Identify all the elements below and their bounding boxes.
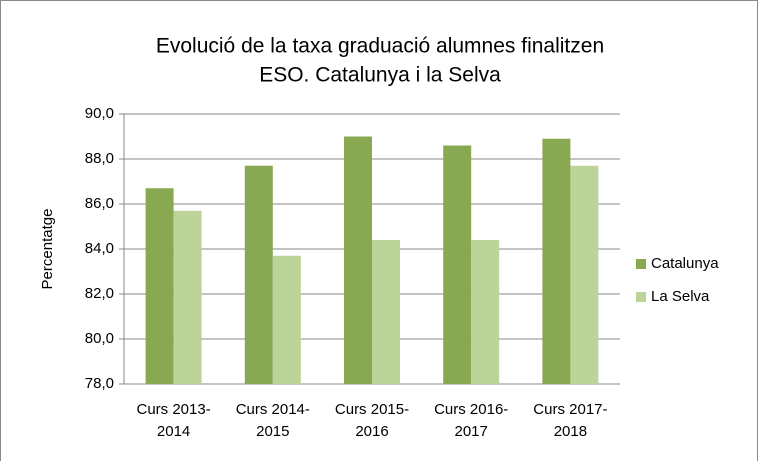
bar [570, 165, 599, 384]
x-tick-label: 2016 [355, 423, 388, 440]
bar [471, 240, 500, 384]
bar [173, 210, 202, 384]
x-tick-label: Curs 2013- [136, 401, 210, 418]
bar [244, 165, 273, 384]
x-tick-label: 2015 [256, 423, 289, 440]
y-tick-label: 80,0 [85, 330, 114, 347]
x-tick-label: Curs 2017- [533, 401, 607, 418]
x-tick-label: Curs 2015- [335, 401, 409, 418]
y-tick-label: 82,0 [85, 285, 114, 302]
y-tick-label: 86,0 [85, 195, 114, 212]
y-tick-label: 88,0 [85, 150, 114, 167]
y-tick-label: 90,0 [85, 105, 114, 122]
legend-swatch [636, 259, 646, 269]
x-tick-label: 2018 [554, 423, 587, 440]
bar [272, 255, 301, 384]
x-tick-label: Curs 2016- [434, 401, 508, 418]
x-tick-label: 2017 [455, 423, 488, 440]
bar [344, 136, 372, 384]
y-axis-label: Percentatge [39, 209, 56, 290]
y-tick-label: 78,0 [85, 375, 114, 392]
bar [443, 145, 472, 384]
x-tick-label: 2014 [157, 423, 190, 440]
legend-swatch [636, 292, 646, 302]
bar [372, 240, 400, 384]
legend-label: Catalunya [651, 255, 719, 272]
y-tick-label: 84,0 [85, 240, 114, 257]
x-tick-label: Curs 2014- [236, 401, 310, 418]
bar [145, 188, 174, 384]
chart-title: ESO. Catalunya i la Selva [259, 64, 501, 87]
legend-label: La Selva [651, 288, 710, 305]
bar [542, 138, 571, 384]
chart-title: Evolució de la taxa graduació alumnes fi… [156, 35, 604, 58]
